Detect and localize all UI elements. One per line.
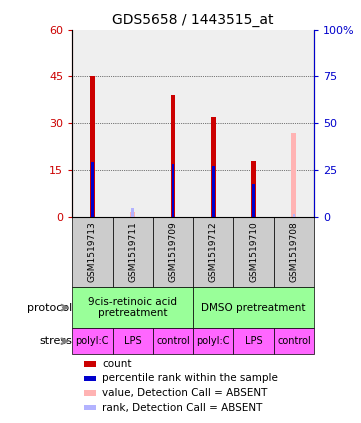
Bar [84, 405, 96, 410]
Text: 9cis-retinoic acid
pretreatment: 9cis-retinoic acid pretreatment [88, 297, 177, 319]
Text: DMSO pretreatment: DMSO pretreatment [201, 302, 306, 313]
Text: value, Detection Call = ABSENT: value, Detection Call = ABSENT [102, 388, 268, 398]
Bar [193, 287, 314, 328]
Bar [274, 328, 314, 354]
Text: GSM1519712: GSM1519712 [209, 222, 218, 282]
Bar [193, 328, 234, 354]
Bar [91, 162, 93, 217]
Bar [130, 212, 135, 217]
Text: GSM1519711: GSM1519711 [128, 222, 137, 283]
Bar [234, 30, 274, 217]
Text: GSM1519708: GSM1519708 [290, 222, 299, 283]
Text: GSM1519710: GSM1519710 [249, 222, 258, 283]
Bar [113, 30, 153, 217]
Bar [252, 184, 255, 217]
Bar [153, 217, 193, 287]
Text: GSM1519713: GSM1519713 [88, 222, 97, 283]
Title: GDS5658 / 1443515_at: GDS5658 / 1443515_at [112, 13, 274, 27]
Bar [212, 166, 214, 217]
Bar [274, 217, 314, 287]
Bar [72, 328, 113, 354]
Text: GSM1519709: GSM1519709 [169, 222, 178, 283]
Bar [84, 390, 96, 396]
Bar [72, 217, 113, 287]
Text: control: control [156, 336, 190, 346]
Bar [234, 217, 274, 287]
Bar [193, 30, 234, 217]
Text: protocol: protocol [27, 302, 72, 313]
Bar [293, 214, 295, 217]
Bar [211, 117, 216, 217]
Bar [170, 95, 175, 217]
Bar [291, 132, 296, 217]
Bar [251, 161, 256, 217]
Text: count: count [102, 359, 131, 369]
Text: control: control [277, 336, 311, 346]
Bar [84, 376, 96, 381]
Bar [113, 217, 153, 287]
Bar [113, 328, 153, 354]
Text: LPS: LPS [124, 336, 142, 346]
Bar [84, 362, 96, 367]
Bar [274, 30, 314, 217]
Text: LPS: LPS [245, 336, 262, 346]
Bar [172, 164, 174, 217]
Bar [72, 287, 193, 328]
Bar [72, 30, 113, 217]
Bar [131, 209, 134, 217]
Text: stress: stress [39, 336, 72, 346]
Text: percentile rank within the sample: percentile rank within the sample [102, 373, 278, 383]
Text: polyI:C: polyI:C [75, 336, 109, 346]
Bar [234, 328, 274, 354]
Bar [193, 217, 234, 287]
Bar [90, 77, 95, 217]
Text: rank, Detection Call = ABSENT: rank, Detection Call = ABSENT [102, 403, 262, 413]
Bar [153, 30, 193, 217]
Bar [153, 328, 193, 354]
Text: polyI:C: polyI:C [196, 336, 230, 346]
